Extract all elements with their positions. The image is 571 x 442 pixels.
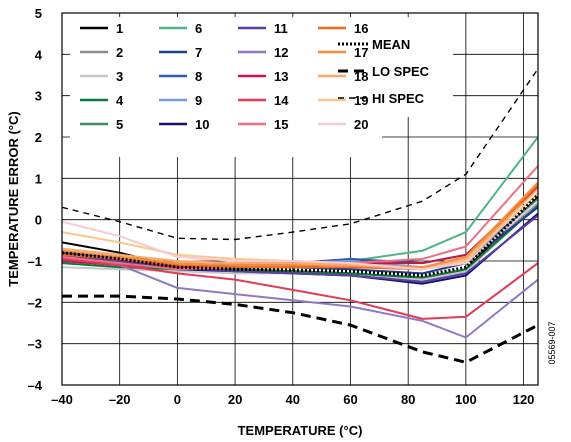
y-tick-label: 4 [35, 47, 43, 62]
y-tick-label: –2 [28, 295, 42, 310]
legend-label-mean: MEAN [372, 37, 410, 52]
legend-label-5: 5 [116, 117, 123, 132]
y-tick-label: 2 [35, 130, 42, 145]
legend-label-11: 11 [274, 21, 288, 36]
y-tick-label: 0 [35, 213, 42, 228]
legend-label-6: 6 [195, 21, 202, 36]
figure-code: 05569-007 [547, 321, 557, 364]
x-axis-ticks: –40 –20 0 20 40 60 80 100 120 [51, 392, 534, 407]
legend-label-20: 20 [354, 117, 368, 132]
x-tick-label: 120 [513, 392, 535, 407]
legend-label-8: 8 [195, 69, 202, 84]
x-tick-label: –40 [51, 392, 73, 407]
y-tick-label: –1 [28, 254, 42, 269]
legend-background-ref [335, 17, 453, 117]
legend-label-16: 16 [354, 21, 368, 36]
x-tick-label: 80 [401, 392, 415, 407]
x-tick-label: 0 [174, 392, 181, 407]
x-tick-label: 20 [228, 392, 242, 407]
legend-background [70, 17, 382, 157]
x-axis-title: TEMPERATURE (°C) [238, 423, 363, 438]
y-tick-label: 3 [35, 89, 42, 104]
legend-label-13: 13 [274, 69, 288, 84]
legend-label-7: 7 [195, 45, 202, 60]
legend-label-3: 3 [116, 69, 123, 84]
legend-label-2: 2 [116, 45, 123, 60]
y-tick-label: 1 [35, 171, 42, 186]
legend-label-19: 19 [354, 93, 368, 108]
legend-label-1: 1 [116, 21, 123, 36]
legend-label-hi-spec: HI SPEC [372, 91, 425, 106]
reference-line-lo-spec [62, 294, 539, 364]
y-tick-label: 5 [35, 6, 42, 21]
y-axis-title: TEMPERATURE ERROR (°C) [6, 111, 21, 286]
x-tick-label: 40 [286, 392, 300, 407]
legend-label-9: 9 [195, 93, 202, 108]
legend-label-15: 15 [274, 117, 288, 132]
reference-series [61, 68, 540, 364]
x-tick-label: –20 [109, 392, 131, 407]
data-series [61, 136, 539, 339]
series-line-14 [61, 257, 539, 320]
series-line-17 [61, 181, 539, 269]
y-tick-label: –4 [28, 378, 43, 393]
legend-label-4: 4 [116, 93, 124, 108]
series-line-20 [61, 200, 539, 271]
legend-label-14: 14 [274, 93, 289, 108]
y-tick-label: –3 [28, 337, 42, 352]
legend-label-18: 18 [354, 69, 368, 84]
series-line-18 [61, 187, 539, 271]
legend-label-17: 17 [354, 45, 368, 60]
x-tick-label: 100 [455, 392, 477, 407]
reference-line-hi-spec [61, 68, 539, 241]
plot-frame [61, 12, 539, 386]
series-line-12 [61, 260, 539, 339]
legend-label-10: 10 [195, 117, 209, 132]
y-axis-ticks: –4 –3 –2 –1 0 1 2 3 4 5 [28, 6, 43, 393]
reference-line-mean [61, 193, 540, 278]
x-tick-label: 60 [343, 392, 357, 407]
legend-label-12: 12 [274, 45, 288, 60]
legend-label-lo-spec: LO SPEC [372, 64, 430, 79]
